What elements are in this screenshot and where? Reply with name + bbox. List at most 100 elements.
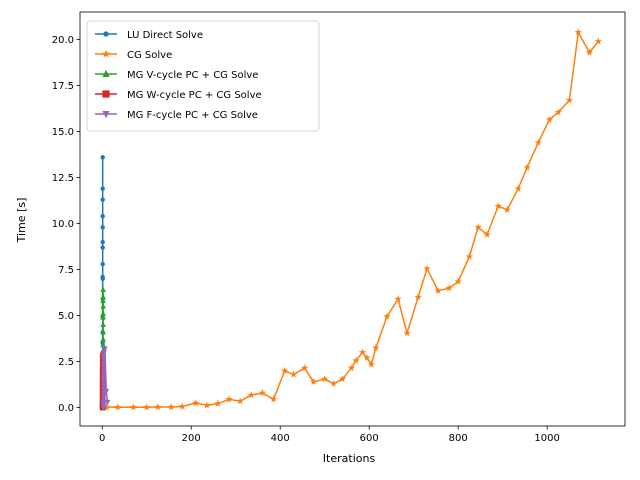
cg-solve-point [565, 96, 573, 104]
legend-label: MG W-cycle PC + CG Solve [127, 90, 262, 101]
cg-solve-point [434, 286, 442, 294]
y-tick-label: 7.5 [58, 265, 74, 276]
mg-v-cycle-pc-cg-solve-point [100, 293, 106, 300]
cg-solve-point [214, 399, 222, 407]
cg-solve-point [363, 354, 371, 361]
mg-v-cycle-pc-cg-solve-point [100, 336, 106, 342]
legend-swatch-marker [102, 90, 110, 98]
cg-solve-point [494, 202, 502, 210]
legend-item-lu-direct-solve: LU Direct Solve [95, 30, 203, 41]
legend-label: MG V-cycle PC + CG Solve [127, 70, 258, 81]
cg-solve-point [574, 28, 582, 36]
cg-solve-point [358, 348, 367, 356]
y-axis-label: Time [s] [15, 198, 28, 244]
legend-item-cg-solve: CG Solve [95, 49, 172, 61]
cg-solve-point [154, 403, 162, 411]
x-tick-label: 600 [360, 433, 379, 444]
cg-solve-point [523, 163, 531, 171]
mg-v-cycle-pc-cg-solve-point [100, 328, 106, 335]
mg-f-cycle-pc-cg-solve-point [100, 390, 107, 397]
cg-solve-point [372, 344, 380, 351]
cg-solve-point [414, 293, 422, 301]
cg-solve-point [309, 378, 318, 385]
mg-f-cycle-pc-cg-solve-point [100, 364, 107, 371]
legend-swatch-marker [102, 49, 110, 58]
cg-solve-point [554, 108, 562, 116]
lu-direct-solve-point [100, 225, 105, 230]
cg-solve-point [514, 184, 522, 192]
y-tick-label: 10.0 [52, 219, 74, 230]
cg-solve-point [474, 223, 482, 231]
cg-solve-point [383, 312, 391, 320]
cg-solve-point [258, 389, 267, 396]
y-tick-label: 2.5 [58, 357, 74, 368]
cg-solve-point [338, 375, 347, 383]
lu-direct-solve-point [100, 186, 105, 191]
cg-solve-line [102, 31, 599, 409]
lu-direct-solve-point [100, 261, 105, 267]
cg-solve-point [585, 48, 594, 56]
legend-swatch-marker [103, 31, 109, 37]
cg-solve-point [321, 375, 329, 383]
mg-f-cycle-pc-cg-solve-point [100, 375, 107, 382]
mg-f-cycle-pc-cg-solve-point [100, 357, 107, 364]
cg-solve-point [103, 403, 111, 411]
mg-v-cycle-pc-cg-solve-point [100, 286, 106, 293]
cg-solve-point [545, 115, 553, 123]
lu-direct-solve-point [100, 239, 105, 245]
mg-f-cycle-pc-cg-solve-point [100, 383, 107, 389]
cg-solve-point [167, 403, 175, 411]
legend-item-mg-v-cycle-pc-cg-solve: MG V-cycle PC + CG Solve [95, 69, 258, 81]
mg-v-cycle-pc-cg-solve-point [100, 321, 106, 327]
cg-solve-point [454, 277, 462, 285]
cg-solve-point [301, 364, 309, 372]
lu-direct-solve-point [100, 214, 105, 219]
mg-f-cycle-pc-cg-solve-point [103, 388, 110, 395]
series-layer [99, 28, 602, 411]
series-mg-f-cycle-pc-cg-solve [100, 346, 111, 411]
cg-solve-point [192, 399, 200, 407]
mg-f-cycle-pc-cg-solve-point [102, 346, 108, 353]
cg-solve-point [247, 391, 255, 399]
x-axis-ticks: 0 200 400 600 800 1000 [99, 426, 560, 444]
x-tick-label: 0 [99, 433, 105, 444]
cg-solve-point [445, 284, 453, 292]
legend-swatch-marker [102, 69, 110, 77]
x-tick-label: 1000 [534, 433, 559, 444]
cg-solve-point [236, 397, 244, 405]
cg-solve-point [394, 295, 402, 303]
y-tick-label: 12.5 [52, 173, 74, 184]
mg-f-cycle-pc-cg-solve-point [100, 372, 107, 378]
legend: LU Direct Solve CG Solve MG V-cycle PC + C… [86, 20, 320, 132]
cg-solve-point [203, 401, 211, 409]
lu-direct-solve-point [100, 155, 105, 160]
lu-direct-solve-point [100, 197, 105, 202]
series-cg-solve [99, 28, 602, 411]
legend-item-mg-w-cycle-pc-cg-solve: MG W-cycle PC + CG Solve [95, 90, 262, 101]
cg-solve-point [465, 252, 473, 260]
cg-solve-point [281, 367, 289, 374]
cg-solve-point [143, 403, 151, 411]
cg-solve-point [289, 370, 298, 378]
legend-item-mg-f-cycle-pc-cg-solve: MG F-cycle PC + CG Solve [95, 110, 258, 121]
x-tick-label: 800 [449, 433, 468, 444]
mg-v-cycle-pc-cg-solve-point [100, 303, 106, 309]
lu-direct-solve-point [100, 245, 105, 250]
cg-solve-point [347, 364, 355, 372]
mg-v-cycle-pc-cg-solve-point [100, 341, 106, 348]
x-tick-label: 400 [271, 433, 290, 444]
plot-frame [79, 11, 626, 427]
legend-label: CG Solve [127, 50, 172, 61]
legend-frame [86, 20, 320, 132]
legend-label: MG F-cycle PC + CG Solve [127, 110, 258, 121]
lu-direct-solve-point [100, 274, 105, 280]
y-tick-label: 15.0 [52, 127, 74, 138]
cg-solve-point [269, 395, 278, 403]
x-tick-label: 200 [182, 433, 201, 444]
cg-solve-point [352, 356, 360, 364]
mg-f-cycle-pc-cg-solve-point [100, 379, 107, 386]
cg-solve-point [367, 360, 376, 368]
mg-f-cycle-pc-cg-solve-point [100, 394, 107, 400]
cg-solve-point [403, 329, 411, 337]
